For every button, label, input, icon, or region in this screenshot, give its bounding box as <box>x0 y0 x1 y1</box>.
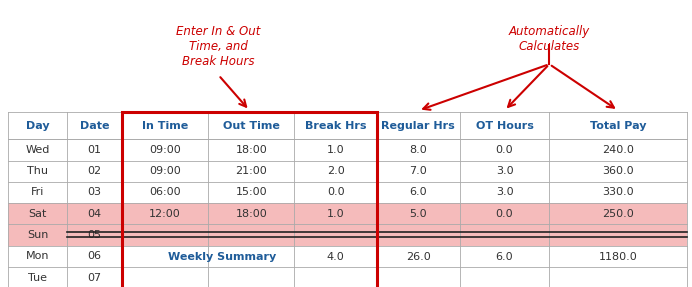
Text: 21:00: 21:00 <box>235 166 267 176</box>
Text: 06:00: 06:00 <box>149 187 181 197</box>
Bar <box>8 139 687 160</box>
Text: 4.0: 4.0 <box>327 252 345 261</box>
Text: Wed: Wed <box>26 145 50 155</box>
Text: 5.0: 5.0 <box>410 209 427 219</box>
Text: Thu: Thu <box>27 166 48 176</box>
Text: 1.0: 1.0 <box>327 209 345 219</box>
Text: Fri: Fri <box>31 187 44 197</box>
Bar <box>8 182 687 203</box>
Text: Day: Day <box>26 121 49 131</box>
Text: 18:00: 18:00 <box>235 209 267 219</box>
Text: 250.0: 250.0 <box>602 209 634 219</box>
Bar <box>8 203 687 224</box>
Bar <box>122 112 377 287</box>
Text: 3.0: 3.0 <box>495 187 513 197</box>
Text: Weekly Summary: Weekly Summary <box>168 252 276 261</box>
Text: 15:00: 15:00 <box>235 187 267 197</box>
Text: Automatically
Calculates: Automatically Calculates <box>509 25 590 53</box>
Text: 6.0: 6.0 <box>410 187 427 197</box>
Text: 8.0: 8.0 <box>410 145 427 155</box>
Text: Total Pay: Total Pay <box>590 121 646 131</box>
Text: 0.0: 0.0 <box>495 145 513 155</box>
Text: 07: 07 <box>87 273 102 283</box>
Text: 02: 02 <box>87 166 102 176</box>
Text: 1.0: 1.0 <box>327 145 345 155</box>
Text: 05: 05 <box>87 230 102 240</box>
Text: 240.0: 240.0 <box>602 145 634 155</box>
Text: Out Time: Out Time <box>223 121 280 131</box>
Text: 1180.0: 1180.0 <box>599 252 637 261</box>
Bar <box>8 267 687 287</box>
Text: 18:00: 18:00 <box>235 145 267 155</box>
Text: Sun: Sun <box>27 230 48 240</box>
Text: 06: 06 <box>87 251 102 261</box>
Text: 12:00: 12:00 <box>149 209 181 219</box>
Text: OT Hours: OT Hours <box>475 121 534 131</box>
Bar <box>8 246 687 267</box>
Text: Tue: Tue <box>28 273 47 283</box>
Text: 7.0: 7.0 <box>410 166 427 176</box>
Text: 04: 04 <box>87 209 102 219</box>
Text: 09:00: 09:00 <box>149 166 181 176</box>
Text: Break Hrs: Break Hrs <box>305 121 366 131</box>
Bar <box>8 160 687 182</box>
Text: 26.0: 26.0 <box>406 252 430 261</box>
Text: Date: Date <box>80 121 109 131</box>
Text: 0.0: 0.0 <box>327 187 345 197</box>
Text: Mon: Mon <box>26 251 49 261</box>
Text: 2.0: 2.0 <box>327 166 345 176</box>
Text: Sat: Sat <box>28 209 47 219</box>
Text: Regular Hrs: Regular Hrs <box>381 121 455 131</box>
Text: 09:00: 09:00 <box>149 145 181 155</box>
Text: 0.0: 0.0 <box>495 209 513 219</box>
Text: 330.0: 330.0 <box>603 187 634 197</box>
Text: 360.0: 360.0 <box>603 166 634 176</box>
Text: 03: 03 <box>87 187 102 197</box>
Text: 6.0: 6.0 <box>495 252 513 261</box>
Text: Enter In & Out
Time, and
Break Hours: Enter In & Out Time, and Break Hours <box>176 25 261 68</box>
Text: 3.0: 3.0 <box>495 166 513 176</box>
Text: In Time: In Time <box>142 121 188 131</box>
Bar <box>8 224 687 246</box>
Text: 01: 01 <box>87 145 102 155</box>
